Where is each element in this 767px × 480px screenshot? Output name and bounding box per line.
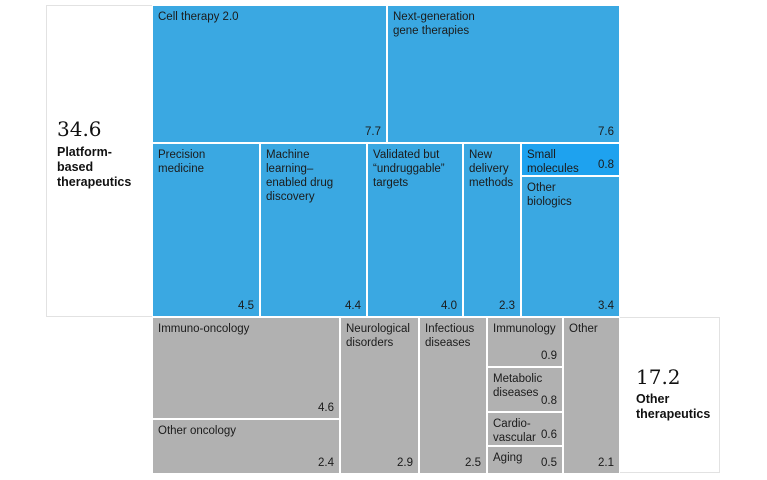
tile-value: 7.6 bbox=[598, 126, 614, 138]
tile-label: Other oncology bbox=[158, 425, 236, 437]
tile-value: 0.6 bbox=[541, 429, 557, 441]
treemap-tile: Small molecules 0.8 bbox=[521, 143, 620, 176]
treemap-tile: Metabolic diseases 0.8 bbox=[487, 367, 563, 412]
treemap-tile: Other biologics 3.4 bbox=[521, 176, 620, 317]
tile-label: Next-generation gene therapies bbox=[393, 11, 475, 37]
platform-label: Platform- based therapeutics bbox=[57, 145, 132, 189]
treemap-tile: Next-generation gene therapies 7.6 bbox=[387, 5, 620, 143]
tile-value: 0.8 bbox=[541, 395, 557, 407]
tile-label: Metabolic diseases bbox=[493, 373, 543, 399]
tile-value: 4.6 bbox=[318, 402, 334, 414]
tile-label: Small molecules bbox=[527, 149, 579, 175]
treemap-tile: Infectious diseases 2.5 bbox=[419, 317, 487, 474]
tile-value: 2.3 bbox=[499, 300, 515, 312]
tile-label: New delivery methods bbox=[469, 149, 514, 189]
tile-label: Cell therapy 2.0 bbox=[158, 11, 239, 23]
treemap-tile: Cardio- vascular 0.6 bbox=[487, 412, 563, 446]
tile-label: Other bbox=[569, 323, 598, 335]
tile-value: 2.9 bbox=[397, 457, 413, 469]
platform-summary-card: 34.6 Platform- based therapeutics bbox=[46, 5, 156, 317]
tile-label: Neurological disorders bbox=[346, 323, 410, 349]
tile-value: 3.4 bbox=[598, 300, 614, 312]
treemap-tile: Aging 0.5 bbox=[487, 446, 563, 474]
tile-label: Machine learning– enabled drug discovery bbox=[266, 149, 334, 203]
treemap-tile: Cell therapy 2.0 7.7 bbox=[152, 5, 387, 143]
treemap-tile: Precision medicine 4.5 bbox=[152, 143, 260, 317]
tile-value: 7.7 bbox=[365, 126, 381, 138]
tile-value: 0.5 bbox=[541, 457, 557, 469]
treemap-tile: Immunology 0.9 bbox=[487, 317, 563, 367]
treemap-tile: Machine learning– enabled drug discovery… bbox=[260, 143, 367, 317]
tile-value: 2.5 bbox=[465, 457, 481, 469]
treemap-tile: Other oncology 2.4 bbox=[152, 419, 340, 474]
tile-value: 2.4 bbox=[318, 457, 334, 469]
tile-label: Precision medicine bbox=[158, 149, 206, 175]
tile-value: 4.4 bbox=[345, 300, 361, 312]
tile-value: 0.8 bbox=[598, 159, 614, 171]
tile-label: Other biologics bbox=[527, 182, 572, 208]
platform-total: 34.6 bbox=[57, 117, 102, 141]
tile-value: 4.5 bbox=[238, 300, 254, 312]
tile-value: 4.0 bbox=[441, 300, 457, 312]
other-label: Other therapeutics bbox=[636, 392, 711, 421]
tile-label: Immunology bbox=[493, 323, 556, 335]
tile-label: Validated but “undruggable” targets bbox=[373, 149, 445, 189]
tile-label: Infectious diseases bbox=[425, 323, 475, 349]
tile-label: Cardio- vascular bbox=[493, 418, 536, 444]
tile-label: Immuno-oncology bbox=[158, 323, 250, 335]
tile-value: 2.1 bbox=[598, 457, 614, 469]
other-summary-card: 17.2 Other therapeutics bbox=[615, 317, 720, 473]
treemap-tile: Neurological disorders 2.9 bbox=[340, 317, 419, 474]
tile-value: 0.9 bbox=[541, 350, 557, 362]
other-total: 17.2 bbox=[636, 365, 681, 389]
tile-label: Aging bbox=[493, 452, 523, 464]
treemap-tile: New delivery methods 2.3 bbox=[463, 143, 521, 317]
treemap-tile: Immuno-oncology 4.6 bbox=[152, 317, 340, 419]
treemap-tile: Validated but “undruggable” targets 4.0 bbox=[367, 143, 463, 317]
treemap-tile: Other 2.1 bbox=[563, 317, 620, 474]
